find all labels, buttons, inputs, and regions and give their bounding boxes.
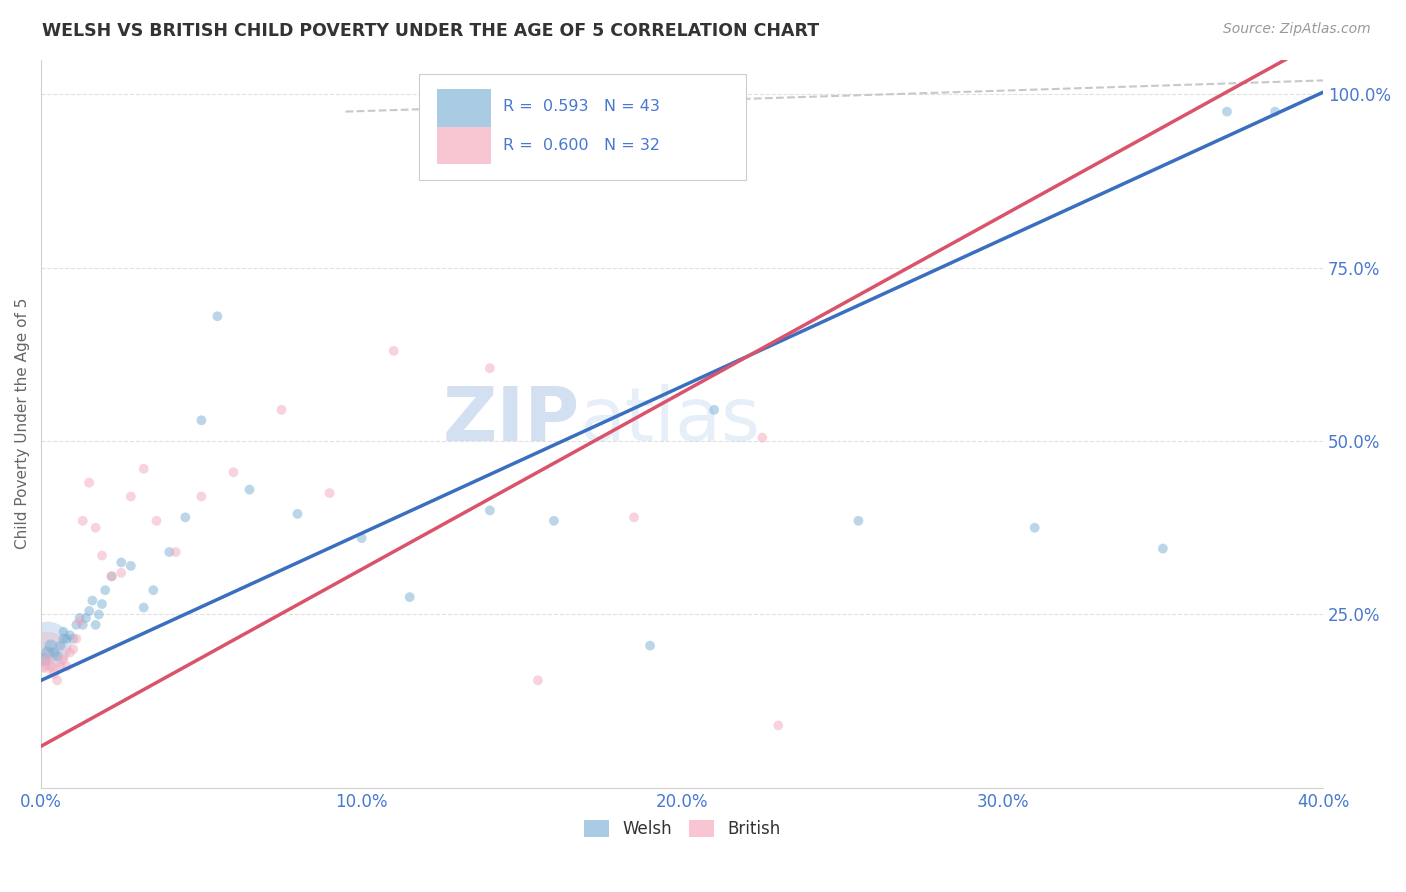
Point (120, 490, 142, 504)
Point (110, 566, 132, 580)
Point (270, 402, 292, 417)
Point (37, 646, 59, 660)
FancyBboxPatch shape (437, 88, 491, 127)
Point (190, 413, 212, 427)
Point (52, 632, 75, 646)
Point (157, 545, 180, 559)
Point (848, 514, 870, 528)
Point (46, 648, 69, 663)
Point (37, 652, 59, 666)
Point (42, 646, 65, 660)
Point (46, 673, 69, 688)
Point (37, 639, 59, 653)
Point (94, 583, 117, 598)
Point (165, 545, 187, 559)
Point (1152, 541, 1174, 556)
Point (1024, 521, 1046, 535)
Point (69, 611, 91, 625)
Point (65, 632, 87, 646)
Point (72, 618, 94, 632)
Text: ZIP: ZIP (443, 384, 579, 457)
Point (69, 615, 91, 629)
Point (132, 462, 155, 476)
Point (703, 402, 725, 417)
Point (77, 475, 100, 490)
Point (55, 659, 77, 673)
Point (190, 490, 212, 504)
Point (34, 652, 56, 666)
Point (174, 510, 197, 524)
Point (1264, 104, 1286, 119)
Point (287, 507, 309, 521)
Point (62, 642, 84, 657)
Text: R =  0.593   N = 43: R = 0.593 N = 43 (502, 99, 659, 114)
Point (42, 666, 65, 681)
Point (145, 514, 167, 528)
Point (75, 611, 97, 625)
Point (543, 514, 565, 528)
Point (49, 659, 72, 673)
Point (478, 361, 501, 376)
Point (91, 549, 114, 563)
Point (623, 510, 645, 524)
Point (39, 659, 62, 673)
Point (91, 597, 114, 611)
Point (62, 632, 84, 646)
Point (77, 604, 100, 618)
FancyBboxPatch shape (437, 127, 491, 164)
Point (84, 521, 107, 535)
Point (49, 639, 72, 653)
Point (238, 483, 260, 497)
FancyBboxPatch shape (419, 74, 747, 180)
Point (142, 583, 165, 598)
Point (65, 618, 87, 632)
Y-axis label: Child Poverty Under the Age of 5: Child Poverty Under the Age of 5 (15, 298, 30, 549)
Point (52, 624, 75, 639)
Point (87, 607, 110, 622)
Point (350, 531, 373, 545)
Point (52, 652, 75, 666)
Point (100, 569, 122, 583)
Point (82, 593, 104, 607)
Point (398, 590, 420, 604)
Point (527, 673, 550, 688)
Text: R =  0.600   N = 32: R = 0.600 N = 32 (502, 138, 659, 153)
Point (478, 503, 501, 517)
Point (382, 343, 405, 358)
Point (84, 618, 107, 632)
Point (222, 465, 245, 479)
Point (132, 600, 155, 615)
Point (72, 514, 94, 528)
Text: atlas: atlas (579, 384, 761, 457)
Point (1216, 104, 1239, 119)
Legend: Welsh, British: Welsh, British (578, 814, 787, 845)
Point (59, 646, 82, 660)
Point (768, 718, 790, 732)
Point (34, 659, 56, 673)
Point (751, 431, 773, 445)
Point (37, 646, 59, 660)
Point (318, 486, 340, 500)
Point (39, 639, 62, 653)
Point (120, 558, 142, 573)
Point (110, 556, 132, 570)
Point (638, 639, 661, 653)
Point (100, 569, 122, 583)
Text: WELSH VS BRITISH CHILD POVERTY UNDER THE AGE OF 5 CORRELATION CHART: WELSH VS BRITISH CHILD POVERTY UNDER THE… (42, 22, 820, 40)
Point (55, 632, 77, 646)
Point (207, 310, 229, 324)
Text: Source: ZipAtlas.com: Source: ZipAtlas.com (1223, 22, 1371, 37)
Point (59, 628, 82, 642)
